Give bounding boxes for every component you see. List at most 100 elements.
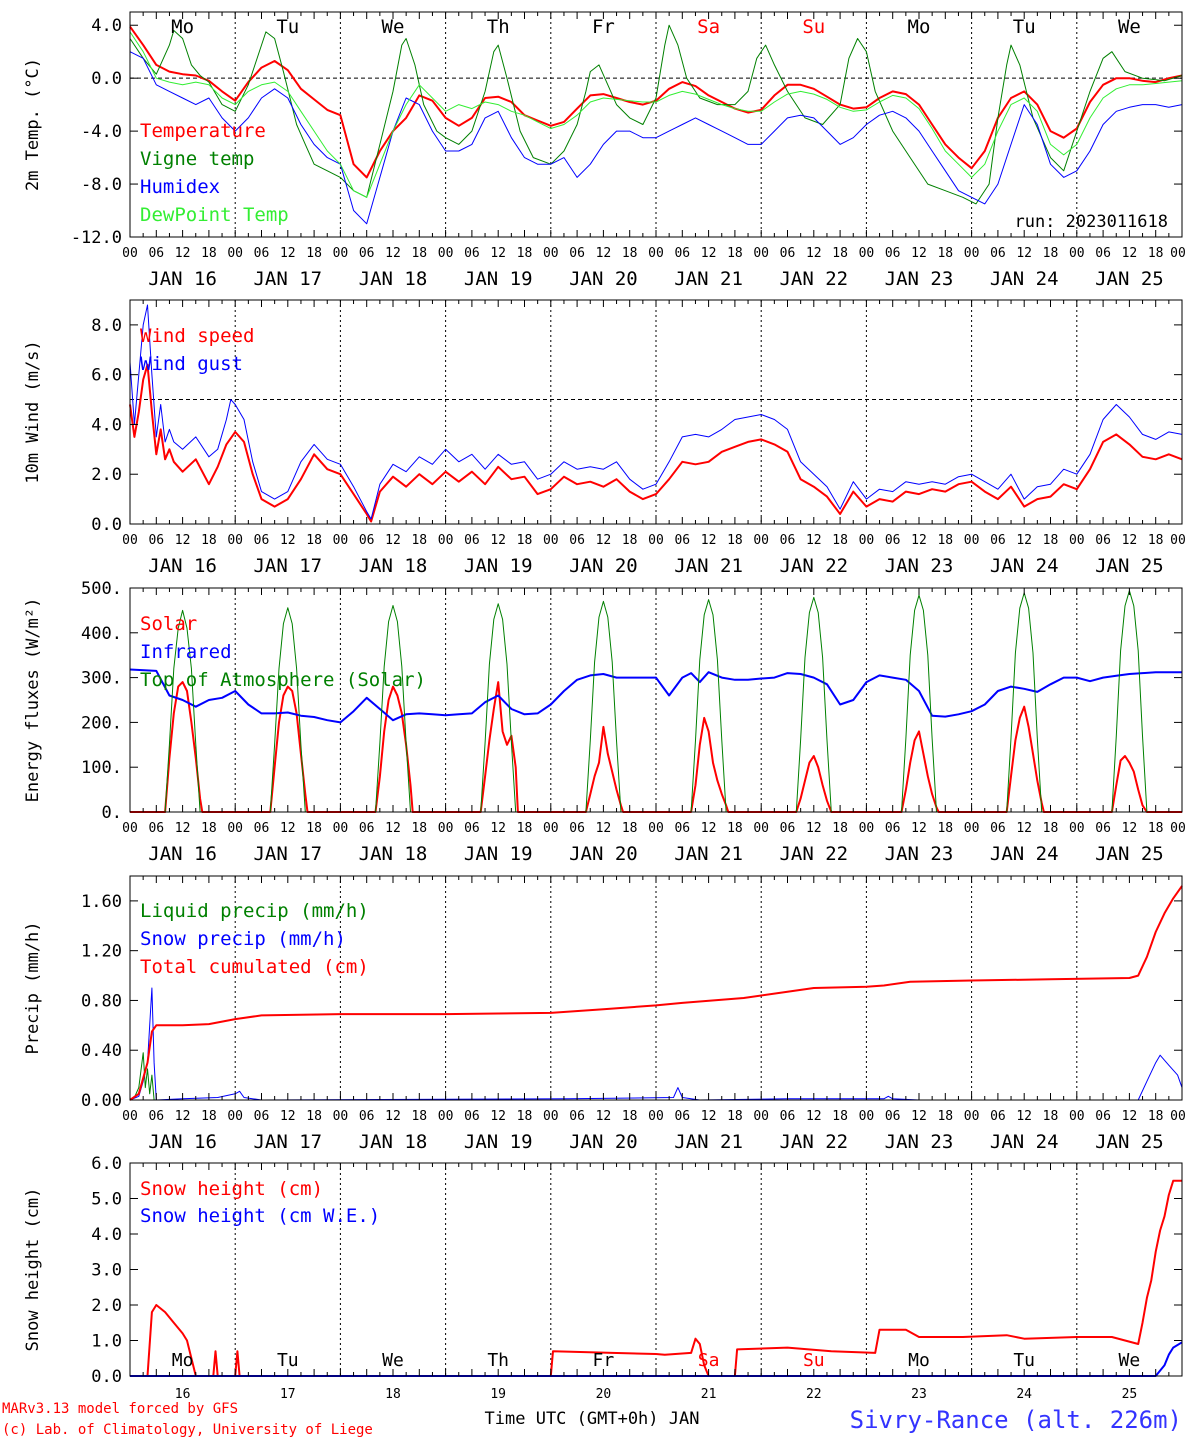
credit-line-1: MARv3.13 model forced by GFS [2, 1401, 238, 1417]
hour-tick-label: 00 [859, 246, 875, 261]
hour-tick-label: 18 [727, 821, 743, 836]
weekday-label-bottom: Th [487, 1350, 509, 1371]
hour-tick-label: 18 [517, 1109, 533, 1124]
legend-entry: Top of Atmosphere (Solar) [140, 669, 426, 691]
hour-tick-label: 18 [727, 1109, 743, 1124]
y-tick-label: 0.40 [81, 1041, 122, 1061]
hour-tick-label: 12 [280, 821, 296, 836]
hour-tick-label: 12 [806, 1109, 822, 1124]
hour-tick-label: 00 [859, 533, 875, 548]
weekday-label: Tu [276, 16, 299, 38]
date-label: JAN 25 [1095, 843, 1164, 865]
hour-tick-label: 00 [1170, 1109, 1186, 1124]
panel-4: 1.60 1.20 0.80 0.40 0.00 Precip (mm/h) Liquid … [23, 875, 1186, 1153]
date-label: JAN 16 [148, 268, 217, 290]
date-label: JAN 23 [885, 1131, 954, 1153]
hour-tick-label: 00 [753, 533, 769, 548]
panel-2: 8.0 6.0 4.0 2.0 0.0 10m Wind (m/s) Wind speed W… [23, 299, 1186, 577]
legend-entry: Total cumulated (cm) [140, 956, 369, 978]
hour-tick-label: 00 [1170, 821, 1186, 836]
hour-tick-label: 12 [385, 246, 401, 261]
hour-tick-label: 00 [438, 821, 454, 836]
series-vigne-temp [129, 24, 1183, 205]
hour-tick-label: 18 [1148, 246, 1164, 261]
y-tick-label: 2.0 [91, 1296, 122, 1316]
hour-tick-label: 12 [1122, 533, 1138, 548]
hour-tick-label: 06 [674, 821, 690, 836]
y-tick-label: 300. [81, 669, 122, 689]
hour-tick-label: 06 [148, 246, 164, 261]
hour-tick-label: 18 [622, 246, 638, 261]
hour-tick-label: 12 [1122, 821, 1138, 836]
date-label: JAN 24 [990, 843, 1059, 865]
date-label: JAN 22 [779, 843, 848, 865]
hour-tick-label: 06 [885, 246, 901, 261]
hour-tick-label: 12 [490, 821, 506, 836]
hour-tick-label: 18 [937, 246, 953, 261]
hour-tick-label: 18 [411, 246, 427, 261]
series-infrared [129, 668, 1182, 724]
day-number-label: 23 [911, 1387, 927, 1402]
hour-tick-label: 00 [753, 246, 769, 261]
day-number-label: 25 [1122, 1387, 1138, 1402]
weekday-label-bottom: Mo [172, 1350, 194, 1371]
hour-tick-label: 18 [1043, 821, 1059, 836]
y-tick-label: 0. [102, 803, 122, 823]
hour-tick-label: 00 [753, 821, 769, 836]
hour-tick-label: 18 [201, 821, 217, 836]
hour-tick-label: 00 [648, 821, 664, 836]
hour-tick-label: 18 [306, 246, 322, 261]
series-snow-height-cm- [130, 1179, 1182, 1377]
hour-tick-label: 00 [333, 821, 349, 836]
hour-tick-label: 00 [227, 1109, 243, 1124]
x-axis-label: Time UTC (GMT+0h) JAN [485, 1409, 700, 1429]
y-tick-label: -12.0 [71, 228, 122, 248]
panel-5: 6.0 5.0 4.0 3.0 2.0 1.0 0.0 Snow height (cm) Sno… [23, 1154, 1183, 1387]
hour-tick-label: 06 [464, 533, 480, 548]
y-tick-label: 400. [81, 624, 122, 644]
hour-tick-label: 06 [780, 1109, 796, 1124]
hour-tick-label: 06 [148, 1109, 164, 1124]
hour-tick-label: 06 [359, 246, 375, 261]
hour-tick-label: 00 [122, 821, 138, 836]
credit-line-2: (c) Lab. of Climatology, University of L… [2, 1422, 373, 1438]
weekday-label: We [1118, 16, 1141, 38]
series-dewpoint-temp [129, 31, 1183, 198]
series-temperature [129, 26, 1183, 179]
day-number-label: 17 [280, 1387, 296, 1402]
hour-tick-label: 12 [175, 821, 191, 836]
hour-tick-label: 06 [254, 821, 270, 836]
y-axis-label: 2m Temp. (°C) [23, 58, 43, 191]
hour-tick-label: 12 [385, 1109, 401, 1124]
weekday-label-bottom: Tu [1013, 1350, 1035, 1371]
date-label: JAN 19 [464, 555, 533, 577]
panel-3: 500. 400. 300. 200. 100. 0. Energy fluxes (W/m… [23, 579, 1186, 865]
date-label: JAN 17 [253, 843, 322, 865]
weekday-label: Tu [1013, 16, 1036, 38]
hour-tick-label: 12 [1016, 533, 1032, 548]
hour-tick-label: 12 [596, 1109, 612, 1124]
weekday-label-bottom: Mo [908, 1350, 930, 1371]
date-label: JAN 16 [148, 843, 217, 865]
hour-tick-label: 12 [385, 821, 401, 836]
hour-tick-label: 00 [438, 533, 454, 548]
y-tick-label: 1.0 [91, 1332, 122, 1352]
hour-tick-label: 06 [885, 821, 901, 836]
day-number-label: 18 [385, 1387, 401, 1402]
hour-tick-label: 12 [1016, 821, 1032, 836]
hour-tick-label: 00 [122, 533, 138, 548]
hour-tick-label: 00 [648, 246, 664, 261]
weekday-label-bottom: Fr [593, 1350, 615, 1371]
day-number-label: 20 [596, 1387, 612, 1402]
hour-tick-label: 18 [411, 821, 427, 836]
weekday-label: Mo [908, 16, 931, 38]
hour-tick-label: 12 [1016, 246, 1032, 261]
hour-tick-label: 00 [859, 821, 875, 836]
hour-tick-label: 00 [964, 533, 980, 548]
y-tick-label: 500. [81, 579, 122, 599]
date-label: JAN 18 [359, 268, 428, 290]
date-label: JAN 21 [674, 555, 743, 577]
hour-tick-label: 18 [411, 533, 427, 548]
series-total-cumulated-cm- [129, 885, 1183, 1101]
y-tick-label: 0.80 [81, 991, 122, 1011]
